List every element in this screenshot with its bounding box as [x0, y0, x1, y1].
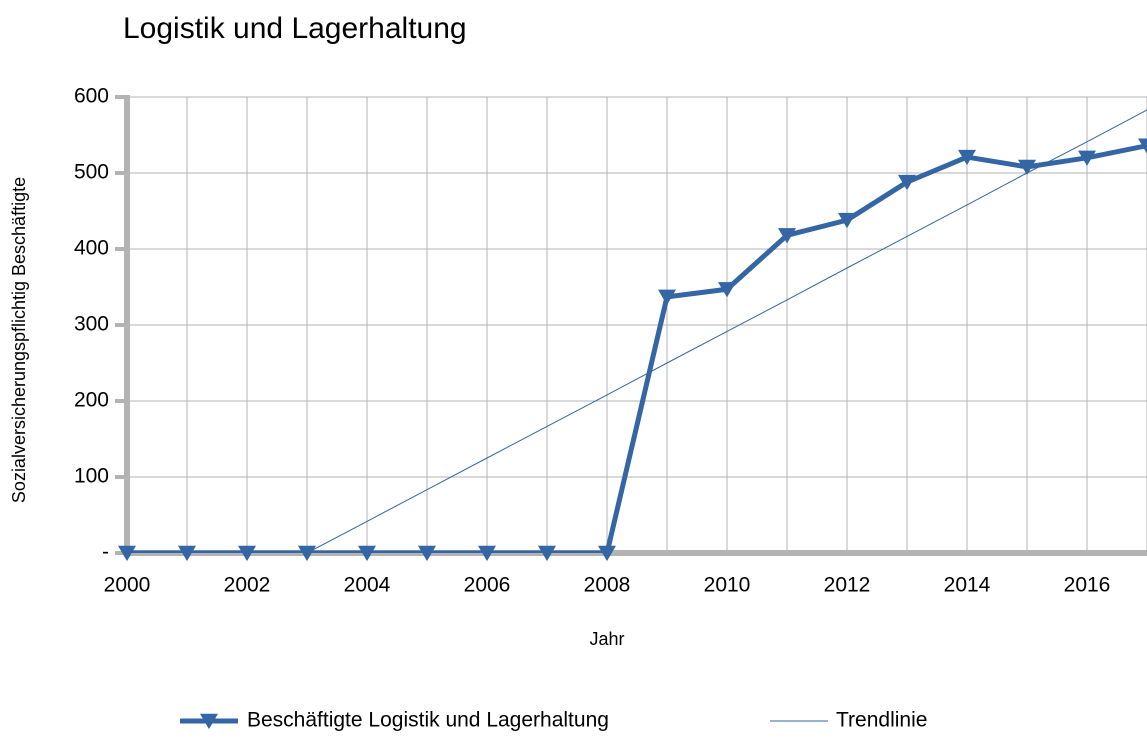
data-point [478, 545, 496, 562]
data-point [718, 282, 736, 298]
x-tick-label: 2014 [944, 574, 991, 597]
x-axis-label: Jahr [589, 629, 624, 649]
data-point [898, 174, 916, 191]
legend-label: Beschäftigte Logistik und Lagerhaltung [247, 709, 609, 732]
data-point [418, 545, 436, 562]
data-point [538, 545, 556, 562]
data-point [178, 545, 196, 562]
legend-marker [200, 713, 218, 730]
data-point [238, 545, 256, 562]
grid [126, 96, 1147, 554]
y-axis-label: Sozialversicherungspflichtig Beschäftigt… [9, 177, 29, 503]
y-tick-label: 400 [74, 237, 109, 260]
chart-title: Logistik und Lagerhaltung [123, 12, 467, 45]
data-point [838, 212, 856, 229]
data-point [298, 545, 316, 562]
data-point [1078, 150, 1096, 166]
x-tick-label: 2012 [824, 574, 871, 597]
plot-area [127, 109, 1147, 553]
x-tick-label: 2004 [344, 574, 391, 597]
y-tick-label: 500 [74, 161, 109, 184]
data-point [1018, 159, 1036, 176]
data-point [358, 545, 376, 562]
y-tick-label: 300 [74, 313, 109, 336]
y-tick-label: 600 [74, 85, 109, 108]
trend-line [306, 109, 1147, 553]
data-point [118, 545, 136, 562]
y-tick-label: 100 [74, 465, 109, 488]
x-tick-label: 2016 [1064, 574, 1111, 597]
data-line [127, 143, 1147, 553]
x-tick-label: 2010 [704, 574, 751, 597]
x-tick-label: 2000 [104, 574, 151, 597]
y-tick-label: - [102, 541, 109, 564]
data-point [778, 228, 796, 244]
data-point [958, 149, 976, 166]
legend-label: Trendlinie [836, 709, 927, 732]
data-point [1138, 138, 1147, 154]
data-point [598, 545, 616, 562]
x-tick-label: 2008 [584, 574, 631, 597]
x-tick-label: 2002 [224, 574, 271, 597]
x-tick-label: 2006 [464, 574, 511, 597]
legend: Beschäftigte Logistik und Lagerhaltung Tr… [180, 709, 927, 732]
data-point [658, 289, 676, 305]
y-tick-label: 200 [74, 389, 109, 412]
